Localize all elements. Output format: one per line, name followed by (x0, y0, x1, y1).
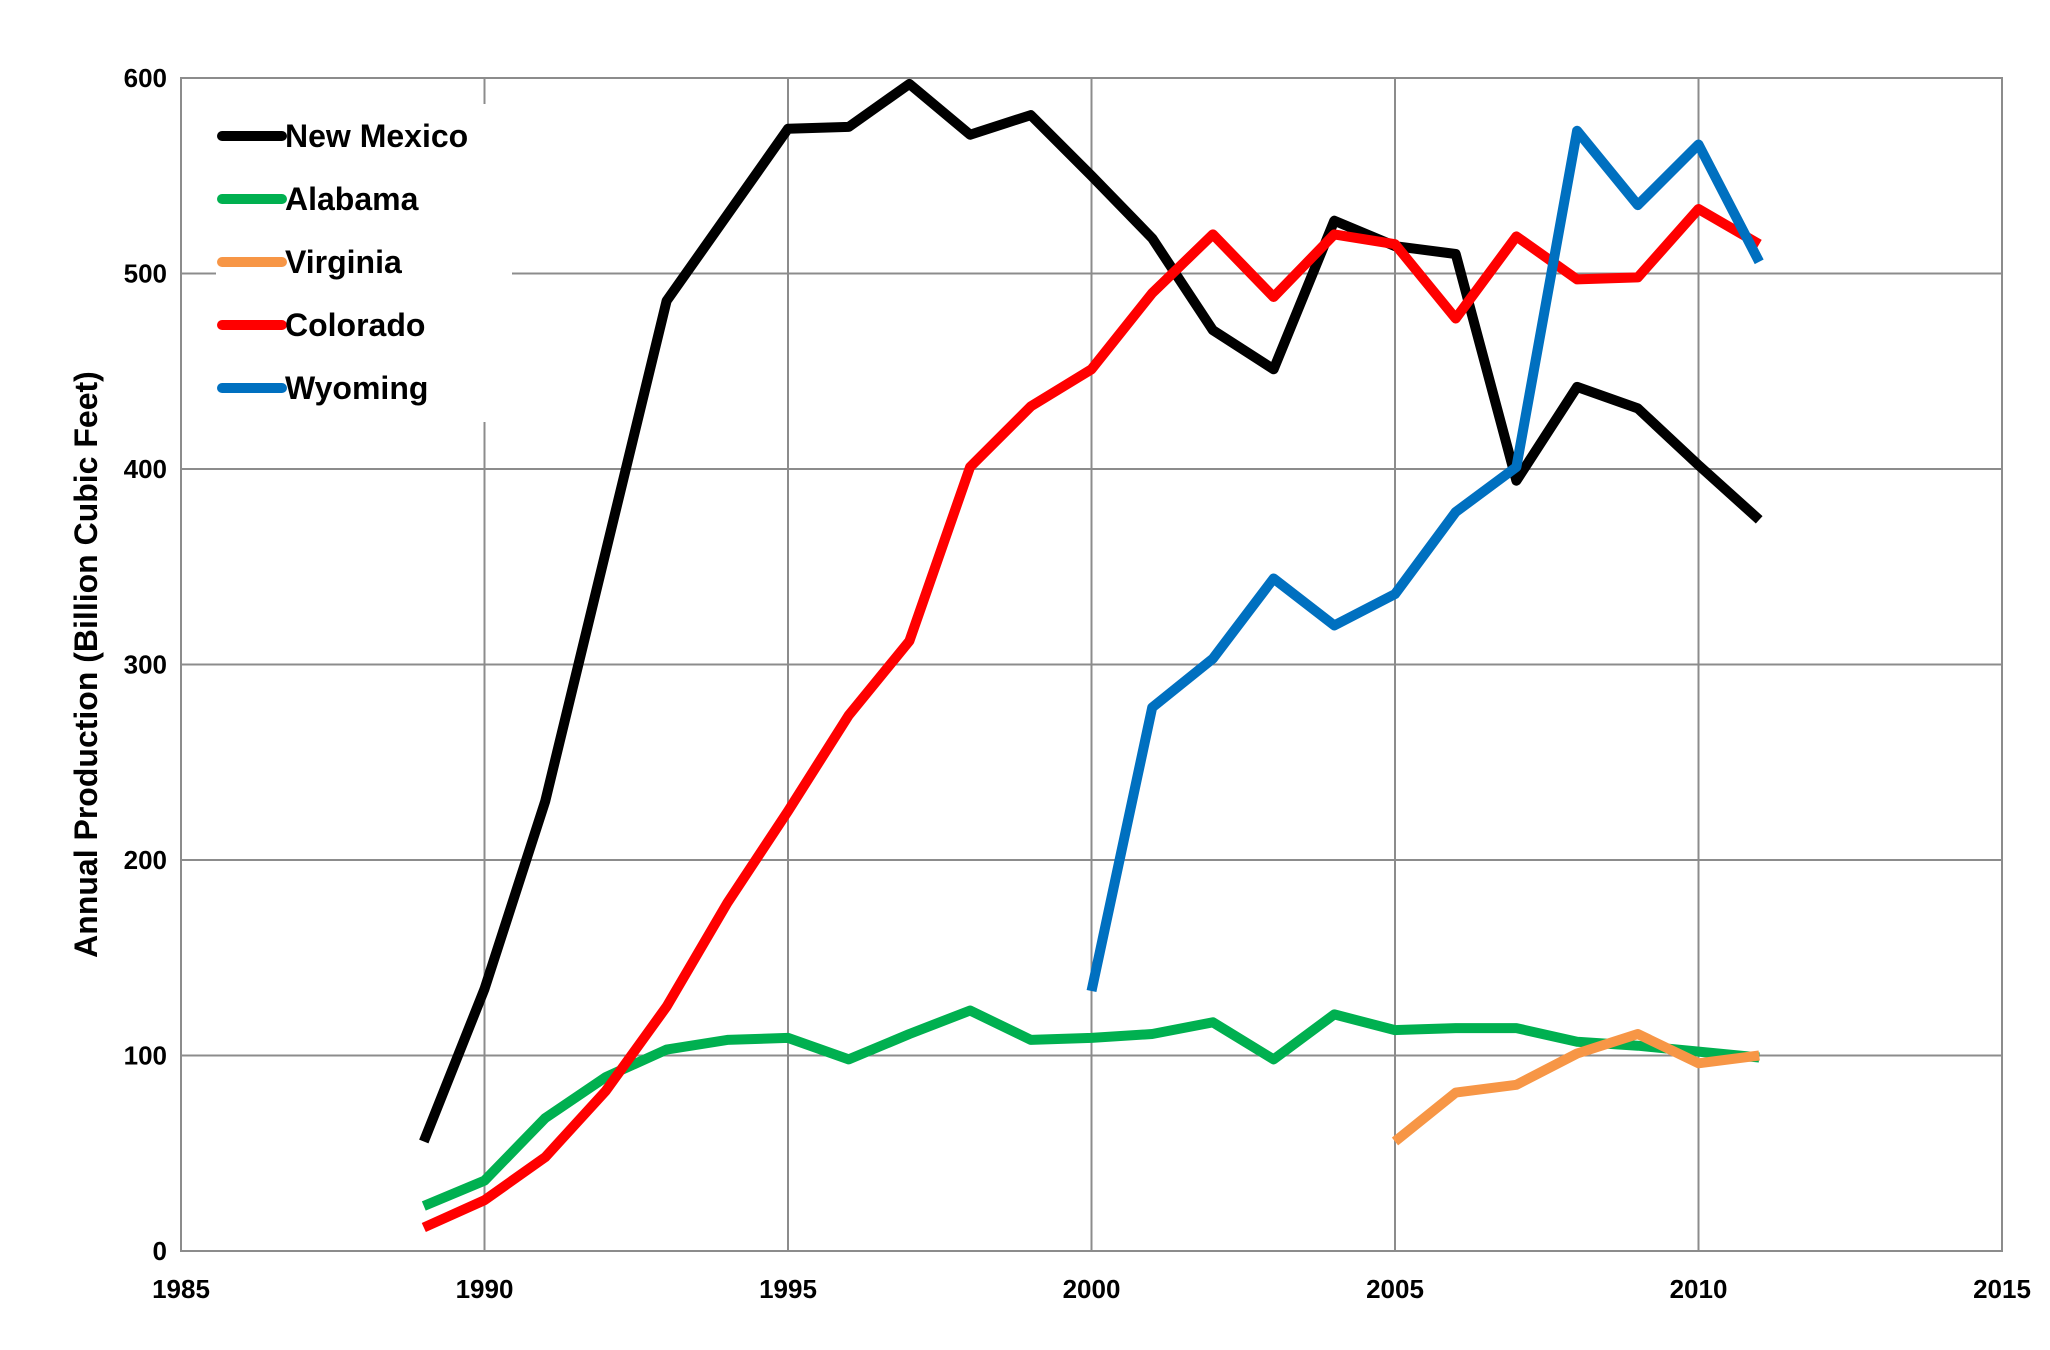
y-tick-label-200: 200 (124, 845, 167, 875)
series-line-colorado (421, 204, 1762, 1233)
legend-label-virginia: Virginia (285, 244, 402, 280)
y-tick-label-100: 100 (124, 1041, 167, 1071)
y-tick-label-300: 300 (124, 650, 167, 680)
x-tick-label-2015: 2015 (1973, 1274, 2031, 1304)
y-tick-label-400: 400 (124, 454, 167, 484)
y-tick-label-600: 600 (124, 63, 167, 93)
x-tick-label-1990: 1990 (456, 1274, 514, 1304)
series-lines (419, 78, 1764, 1233)
legend-label-wyoming: Wyoming (285, 370, 428, 406)
x-tick-label-2010: 2010 (1670, 1274, 1728, 1304)
y-axis-title: Annual Production (Billion Cubic Feet) (68, 371, 104, 958)
y-tick-label-0: 0 (153, 1236, 167, 1266)
x-axis-tick-labels: 1985 1990 1995 2000 2005 2010 2015 (152, 1274, 2031, 1304)
legend-label-new-mexico: New Mexico (285, 118, 468, 154)
legend: New Mexico Alabama Virginia Colorado Wyoming (216, 104, 512, 422)
series-line-alabama (421, 1005, 1760, 1211)
legend-label-colorado: Colorado (285, 307, 425, 343)
x-tick-label-1985: 1985 (152, 1274, 210, 1304)
x-tick-label-2000: 2000 (1063, 1274, 1121, 1304)
x-tick-label-1995: 1995 (759, 1274, 817, 1304)
series-line-virginia (1391, 1029, 1760, 1146)
series-line-wyoming (1086, 125, 1764, 993)
y-tick-label-500: 500 (124, 259, 167, 289)
plot-area-frame (180, 77, 2003, 1252)
x-tick-label-2005: 2005 (1366, 1274, 1424, 1304)
legend-label-alabama: Alabama (285, 181, 419, 217)
series-line-new-mexico (419, 78, 1763, 1144)
y-axis-tick-labels: 0 100 200 300 400 500 600 (124, 63, 167, 1266)
